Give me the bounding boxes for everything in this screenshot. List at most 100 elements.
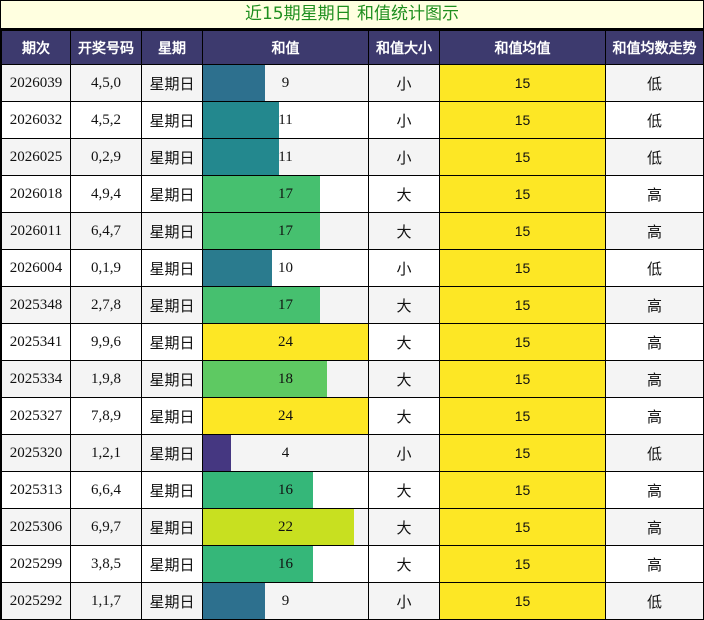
sum-size-cell: 大 <box>368 175 440 213</box>
period-cell: 2025320 <box>1 434 71 472</box>
sum-value: 17 <box>278 185 293 202</box>
table-row: 2025320 1,2,1 星期日 4 小 15 低 <box>1 434 704 472</box>
numbers-cell: 1,2,1 <box>70 434 142 472</box>
sum-size-cell: 大 <box>368 286 440 324</box>
header-weekday: 星期 <box>141 30 203 65</box>
trend-cell: 低 <box>605 138 704 176</box>
table-row: 2025313 6,6,4 星期日 16 大 15 高 <box>1 471 704 509</box>
trend-cell: 高 <box>605 212 704 250</box>
header-numbers: 开奖号码 <box>70 30 142 65</box>
sum-average-cell: 15 <box>439 471 606 509</box>
sum-bar <box>203 287 320 323</box>
period-cell: 2025341 <box>1 323 71 361</box>
trend-cell: 高 <box>605 397 704 435</box>
sum-bar <box>203 65 265 101</box>
sum-bar <box>203 435 231 471</box>
period-cell: 2025299 <box>1 545 71 583</box>
numbers-cell: 1,1,7 <box>70 582 142 620</box>
sum-bar-cell: 4 <box>202 434 369 472</box>
sum-size-cell: 小 <box>368 138 440 176</box>
trend-cell: 高 <box>605 545 704 583</box>
sum-bar <box>203 250 272 286</box>
table-row: 2025334 1,9,8 星期日 18 大 15 高 <box>1 360 704 398</box>
period-cell: 2026025 <box>1 138 71 176</box>
numbers-cell: 4,5,0 <box>70 64 142 102</box>
table-row: 2025299 3,8,5 星期日 16 大 15 高 <box>1 545 704 583</box>
sum-value: 16 <box>278 555 293 572</box>
header-sum-trend: 和值均数走势 <box>605 30 704 65</box>
header-sum-size: 和值大小 <box>368 30 440 65</box>
sum-value: 16 <box>278 481 293 498</box>
sum-average-cell: 15 <box>439 212 606 250</box>
sum-size-cell: 小 <box>368 101 440 139</box>
trend-cell: 高 <box>605 286 704 324</box>
weekday-cell: 星期日 <box>141 64 203 102</box>
weekday-cell: 星期日 <box>141 323 203 361</box>
sum-value: 24 <box>278 407 293 424</box>
header-sum: 和值 <box>202 30 369 65</box>
weekday-cell: 星期日 <box>141 397 203 435</box>
weekday-cell: 星期日 <box>141 286 203 324</box>
sum-value: 4 <box>281 444 290 461</box>
numbers-cell: 0,1,9 <box>70 249 142 287</box>
period-cell: 2026004 <box>1 249 71 287</box>
sum-bar-cell: 24 <box>202 323 369 361</box>
sum-bar <box>203 583 265 619</box>
sum-average-cell: 15 <box>439 434 606 472</box>
table-row: 2025327 7,8,9 星期日 24 大 15 高 <box>1 397 704 435</box>
sum-statistics-table: 期次 开奖号码 星期 和值 和值大小 和值均值 和值均数走势 2026039 4… <box>1 30 704 620</box>
period-cell: 2026011 <box>1 212 71 250</box>
weekday-cell: 星期日 <box>141 471 203 509</box>
sum-bar <box>203 361 327 397</box>
table-row: 2025348 2,7,8 星期日 17 大 15 高 <box>1 286 704 324</box>
sum-bar-cell: 16 <box>202 545 369 583</box>
sum-bar <box>203 176 320 212</box>
table-row: 2026004 0,1,9 星期日 10 小 15 低 <box>1 249 704 287</box>
sum-bar <box>203 102 279 138</box>
numbers-cell: 4,9,4 <box>70 175 142 213</box>
sum-value: 22 <box>278 518 293 535</box>
sum-value: 24 <box>278 333 293 350</box>
sum-average-cell: 15 <box>439 64 606 102</box>
sum-value: 9 <box>281 74 290 91</box>
sum-bar-cell: 17 <box>202 286 369 324</box>
weekday-cell: 星期日 <box>141 434 203 472</box>
table-row: 2026032 4,5,2 星期日 11 小 15 低 <box>1 101 704 139</box>
header-sum-average: 和值均值 <box>439 30 606 65</box>
sum-bar-cell: 24 <box>202 397 369 435</box>
table-row: 2026011 6,4,7 星期日 17 大 15 高 <box>1 212 704 250</box>
numbers-cell: 7,8,9 <box>70 397 142 435</box>
weekday-cell: 星期日 <box>141 249 203 287</box>
weekday-cell: 星期日 <box>141 138 203 176</box>
sum-average-cell: 15 <box>439 582 606 620</box>
period-cell: 2025306 <box>1 508 71 546</box>
sum-average-cell: 15 <box>439 286 606 324</box>
sum-bar <box>203 213 320 249</box>
table-row: 2026039 4,5,0 星期日 9 小 15 低 <box>1 64 704 102</box>
sum-size-cell: 小 <box>368 249 440 287</box>
table-row: 2025341 9,9,6 星期日 24 大 15 高 <box>1 323 704 361</box>
sum-size-cell: 小 <box>368 582 440 620</box>
period-cell: 2026018 <box>1 175 71 213</box>
sum-bar-cell: 11 <box>202 138 369 176</box>
weekday-cell: 星期日 <box>141 360 203 398</box>
sum-value: 10 <box>278 259 293 276</box>
sum-average-cell: 15 <box>439 138 606 176</box>
trend-cell: 低 <box>605 101 704 139</box>
weekday-cell: 星期日 <box>141 582 203 620</box>
sum-bar <box>203 509 355 545</box>
sum-average-cell: 15 <box>439 175 606 213</box>
trend-cell: 高 <box>605 508 704 546</box>
period-cell: 2025292 <box>1 582 71 620</box>
numbers-cell: 0,2,9 <box>70 138 142 176</box>
sum-bar <box>203 139 279 175</box>
sum-bar-cell: 10 <box>202 249 369 287</box>
sum-bar-cell: 11 <box>202 101 369 139</box>
numbers-cell: 1,9,8 <box>70 360 142 398</box>
trend-cell: 低 <box>605 434 704 472</box>
sum-size-cell: 大 <box>368 471 440 509</box>
numbers-cell: 6,6,4 <box>70 471 142 509</box>
sum-bar-cell: 9 <box>202 582 369 620</box>
sum-bar-cell: 17 <box>202 212 369 250</box>
sum-average-cell: 15 <box>439 397 606 435</box>
